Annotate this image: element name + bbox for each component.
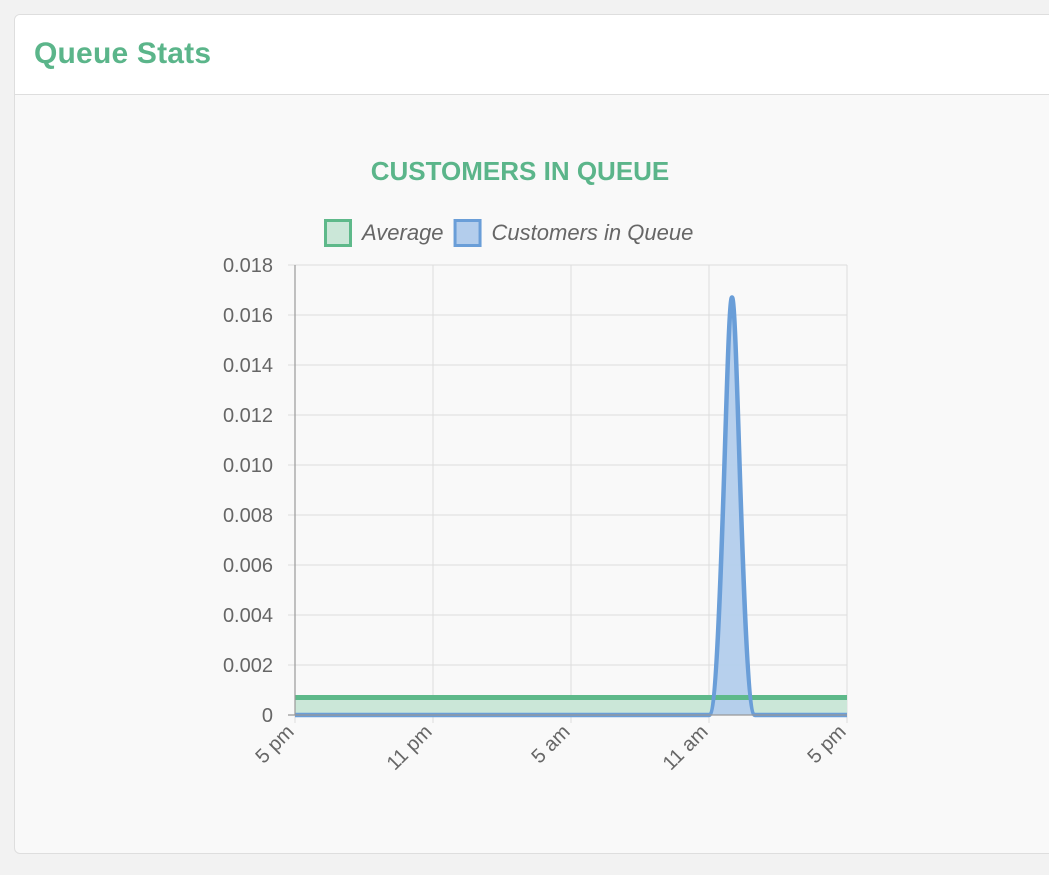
x-tick-label: 11 am: [659, 721, 713, 775]
legend-swatch-customers-in-queue: [453, 219, 482, 247]
y-tick-label: 0.010: [223, 455, 273, 477]
customers-in-queue-line: [295, 295, 847, 718]
x-tick-label: 5 pm: [252, 721, 299, 768]
y-tick-label: 0.018: [223, 255, 273, 277]
y-tick-label: 0.014: [223, 355, 273, 377]
y-tick-label: 0.012: [223, 405, 273, 427]
y-tick-label: 0.004: [223, 605, 273, 627]
x-tick-label: 11 pm: [383, 721, 437, 775]
y-tick-label: 0.008: [223, 505, 273, 527]
legend-label-customers-in-queue: Customers in Queue: [492, 220, 694, 245]
card-title: Queue Stats: [34, 37, 212, 70]
legend-label-average: Average: [360, 220, 444, 245]
chart-legend: Average Customers in Queue: [324, 219, 694, 247]
y-tick-label: 0.002: [223, 655, 273, 677]
y-tick-label: 0: [262, 705, 273, 727]
legend-swatch-average: [324, 219, 352, 247]
average-area: [295, 697, 847, 715]
chart-series: [295, 295, 847, 718]
y-tick-label: 0.016: [223, 305, 273, 327]
card-header: Queue Stats: [15, 15, 1049, 95]
x-tick-label: 5 am: [528, 721, 575, 768]
chart-title: CUSTOMERS IN QUEUE: [371, 156, 670, 186]
x-tick-label: 5 pm: [804, 721, 851, 768]
y-tick-label: 0.006: [223, 555, 273, 577]
chart-grid: [288, 264, 848, 723]
customers-in-queue-area: [295, 297, 847, 715]
